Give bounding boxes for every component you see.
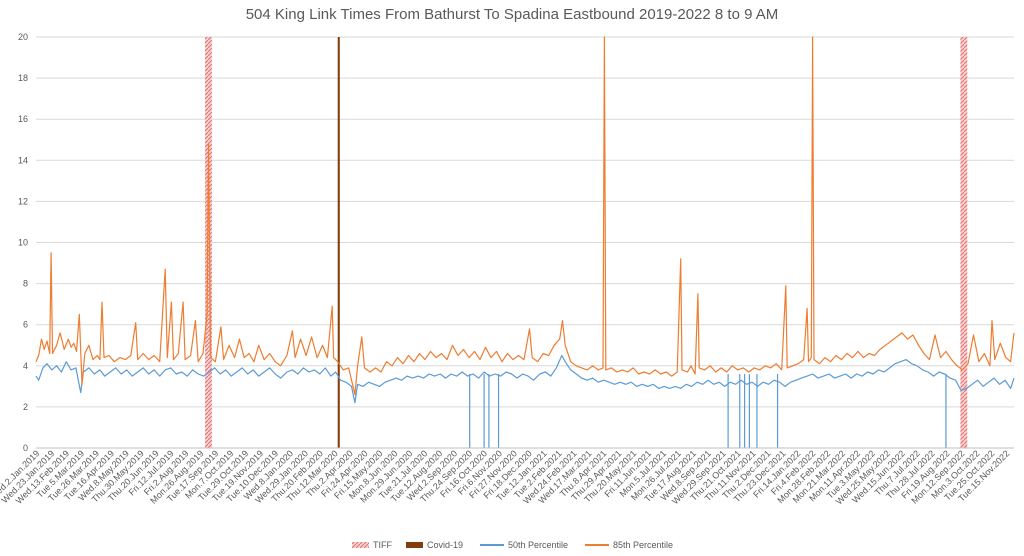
legend-swatch-tiff [352, 542, 369, 548]
y-tick-label: 16 [18, 114, 28, 124]
legend-label: Covid-19 [427, 540, 463, 550]
y-tick-label: 10 [18, 238, 28, 248]
tiff-band [960, 37, 968, 448]
y-tick-label: 20 [18, 32, 28, 42]
y-tick-label: 8 [23, 279, 28, 289]
legend-label: 50th Percentile [508, 540, 568, 550]
y-tick-label: 4 [23, 361, 28, 371]
series-85th-percentile-line [35, 36, 1015, 396]
y-tick-label: 0 [23, 443, 28, 453]
y-tick-label: 12 [18, 196, 28, 206]
y-tick-label: 18 [18, 73, 28, 83]
y-tick-label: 14 [18, 155, 28, 165]
chart-title: 504 King Link Times From Bathurst To Spa… [245, 6, 779, 23]
y-tick-label: 6 [23, 320, 28, 330]
y-tick-label: 2 [23, 402, 28, 412]
covid-band [337, 37, 340, 448]
legend-label: TIFF [373, 540, 392, 550]
legend-label: 85th Percentile [613, 540, 673, 550]
tiff-band [205, 37, 212, 448]
series-50th-percentile-line [35, 354, 1015, 404]
legend-swatch-covid [406, 542, 423, 548]
